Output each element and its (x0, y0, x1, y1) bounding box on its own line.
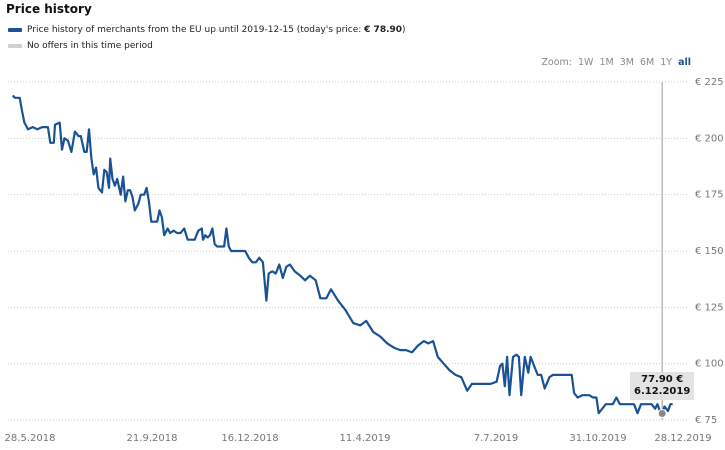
chart-tooltip: 77.90 € 6.12.2019 (630, 372, 695, 400)
x-tick-label: 7.7.2019 (474, 433, 519, 444)
zoom-1m-button[interactable]: 1M (599, 57, 614, 68)
legend-item-no-offers[interactable]: No offers in this time period (8, 38, 406, 54)
legend: Price history of merchants from the EU u… (8, 22, 406, 54)
y-tick-label: € 100 (695, 359, 724, 370)
zoom-all-button[interactable]: all (678, 57, 691, 68)
y-tick-label: € 75 (695, 415, 717, 426)
legend-swatch-no-offers (8, 44, 22, 48)
x-tick-label: 11.4.2019 (340, 433, 391, 444)
zoom-3m-button[interactable]: 3M (619, 57, 634, 68)
legend-label-no-offers: No offers in this time period (27, 41, 153, 51)
x-tick-label: 31.10.2019 (569, 433, 626, 444)
price-series-line (11, 94, 673, 415)
x-tick-label: 28.5.2018 (5, 433, 56, 444)
tooltip-date: 6.12.2019 (634, 386, 691, 397)
x-tick-label: 21.9.2018 (127, 433, 178, 444)
chart-title: Price history (6, 2, 92, 16)
x-tick-label: 16.12.2018 (221, 433, 278, 444)
tooltip-price: 77.90 € (641, 374, 684, 385)
y-tick-label: € 125 (695, 302, 724, 313)
zoom-1y-button[interactable]: 1Y (660, 57, 673, 68)
legend-item-price-history[interactable]: Price history of merchants from the EU u… (8, 22, 406, 38)
zoom-6m-button[interactable]: 6M (639, 57, 655, 68)
y-tick-label: € 225 (695, 77, 724, 88)
zoom-label: Zoom: (541, 57, 573, 68)
highlight-point-marker (657, 408, 667, 418)
x-tick-label: 28.12.2019 (654, 433, 711, 444)
y-tick-label: € 175 (695, 190, 724, 201)
legend-label-price-history: Price history of merchants from the EU u… (27, 25, 406, 35)
zoom-controls: Zoom: 1W 1M 3M 6M 1Y all (541, 57, 691, 68)
legend-swatch-price-history (8, 28, 22, 32)
y-tick-label: € 150 (695, 246, 724, 257)
zoom-1w-button[interactable]: 1W (578, 57, 594, 68)
y-tick-label: € 200 (695, 133, 724, 144)
